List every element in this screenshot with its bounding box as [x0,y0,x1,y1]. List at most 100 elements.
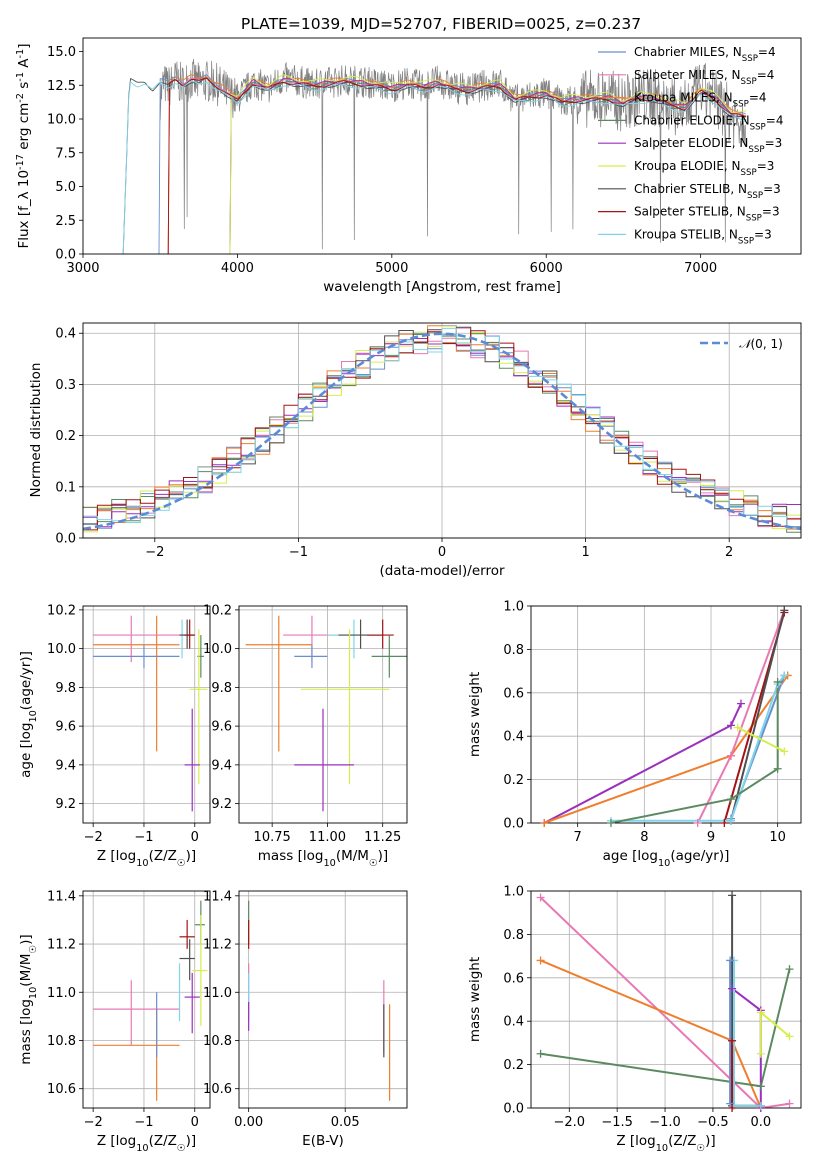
label-part: (data-model)/error [379,563,505,579]
residual-histogram [83,327,801,529]
error-bar-point [179,919,195,949]
weight-line [611,674,786,822]
tick-label-x: 3000 [66,261,99,276]
axes-age_vs_Z: −2 −1 09.29.49.69.810.010.2Z [log10(Z/Z☉)]… [18,603,211,869]
label-part: Salpeter ELODIE, N [634,136,748,150]
label-part: SSP [741,77,757,87]
tick-label-x: −1 [134,830,153,845]
tick-label-y: 0.4 [503,1015,524,1030]
label-part: SSP [750,122,766,132]
tick-label-y: 2.5 [55,214,76,229]
label-part: Z [ [97,848,116,864]
tick-label-y: 10.8 [47,1034,76,1049]
error-bar-point [245,615,312,752]
tick-label-y: 0.8 [503,928,524,943]
label-part: ☉ [177,1143,186,1154]
axes-mass_vs_ebv: 0.00 0.05 10.6 10.8 11.0 11.2 11.4 E(B-V) [203,889,408,1149]
weight-marker [726,956,735,965]
weight-marker [773,677,782,686]
error-bar-point [93,615,180,663]
axes-frame [238,605,408,824]
y-axis-label: Normed distribution [28,363,44,498]
x-axis-label: age [log10(age/yr)] [603,848,730,869]
weight-marker [727,816,735,825]
plot-area [543,609,789,823]
tick-label-y: 15.0 [47,45,76,60]
label-part: mass [ [18,1020,34,1065]
weight-marker [726,1099,735,1108]
weight-marker [733,723,742,732]
axes-frame [82,37,802,255]
weight-marker [756,1082,765,1091]
label-part: log [116,848,137,864]
label-part: ☉ [177,858,186,869]
error-bar-point [371,635,407,678]
weight-line [540,959,762,1108]
label-part: (M/M [18,954,34,987]
tick-label-y: 11.4 [47,889,76,904]
label-part: mass [ [258,848,303,864]
label-part: )] [186,1133,197,1149]
label-part: (M/M [336,848,369,864]
tick-label-x: 7 [574,830,582,845]
tick-label-x: 10.75 [254,830,291,845]
plot-area [83,325,801,533]
tick-label-x: 0.00 [234,1115,263,1130]
label-part: log [18,723,34,744]
model-line [229,74,747,254]
tick-label-x: −2 [84,830,103,845]
label-part: =4 [749,91,767,105]
axes-mass_vs_Z: −2 −1 010.610.811.011.211.4Z [log10(Z/Z☉)]… [18,889,211,1154]
plot-area [121,58,747,254]
weight-line [759,1010,791,1054]
tick-label-x: −2 [84,1115,103,1130]
plot-area [93,615,208,812]
model-line [167,77,746,254]
label-part: E(B-V) [302,1133,344,1149]
label-part: mass weight [467,957,483,1042]
tick-label-y: 9.2 [211,797,232,812]
tick-label-y: 10.0 [203,642,232,657]
x-axis-label: mass [log10(M/M☉)] [258,848,388,869]
model-line [229,77,747,254]
label-part: 10 [28,987,39,999]
tick-label-y: 11.2 [47,938,76,953]
error-bar-point [93,615,180,752]
tick-label-y: 0.4 [503,730,524,745]
weight-marker [780,747,789,756]
label-part: =3 [762,205,780,219]
tick-label-y: 0.6 [503,686,524,701]
weight-marker [780,671,789,680]
tick-label-y: 12.5 [47,79,76,94]
tick-label-x: 0 [191,1115,199,1130]
label-part: SSP [748,145,764,155]
error-bar-point [300,629,390,785]
axes-frame [82,605,211,824]
tick-label-y: 1.0 [503,600,524,615]
legend-label: Kroupa STELIB, NSSP=3 [634,227,772,246]
tick-label-y: 9.8 [55,681,76,696]
x-axis-label: E(B-V) [302,1133,344,1149]
label-part: ☉ [28,945,39,954]
label-part: A [16,58,32,72]
weight-marker [737,699,745,708]
plot-area [93,900,208,1101]
tick-label-y: 0.0 [55,248,76,263]
label-part: Normed distribution [28,363,44,498]
grid [83,323,801,539]
label-part: ☉ [369,858,378,869]
tick-label-y: 10.2 [203,603,232,618]
label-part: (0, 1) [751,337,783,351]
label-part: Kroupa ELODIE, N [634,159,741,173]
weight-marker [785,1099,794,1108]
tick-label-x: 11.00 [309,830,346,845]
tick-label-x: −2 [145,545,164,560]
tick-label-y: 7.5 [55,146,76,161]
tick-label-x: 0 [438,545,446,560]
tick-label-y: 0.0 [503,817,524,832]
legend-label: Kroupa ELODIE, NSSP=3 [634,159,774,178]
tick-label-x: 10 [769,830,786,845]
label-part: age [ [603,848,638,864]
plot-area [245,615,407,812]
